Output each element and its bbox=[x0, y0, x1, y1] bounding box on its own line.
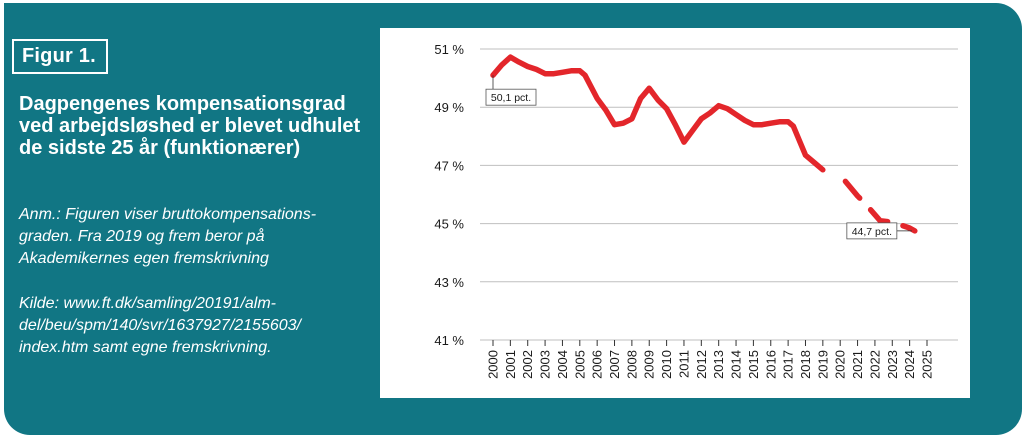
figure-badge: Figur 1. bbox=[12, 39, 108, 74]
x-tick-label: 2014 bbox=[729, 350, 744, 379]
y-tick-label: 41 % bbox=[434, 333, 464, 348]
historical-line bbox=[490, 54, 826, 173]
annotation-label: 50,1 pct. bbox=[491, 92, 531, 104]
x-tick-label: 2007 bbox=[607, 350, 622, 379]
x-tick-label: 2012 bbox=[694, 350, 709, 379]
x-tick-label: 2024 bbox=[902, 350, 917, 379]
x-tick-label: 2019 bbox=[815, 350, 830, 379]
x-tick-label: 2015 bbox=[746, 350, 761, 379]
x-tick-label: 2011 bbox=[676, 350, 691, 378]
x-tick-label: 2013 bbox=[711, 350, 726, 379]
chart-area: 41 % 43 % 45 % 47 % 49 % 51 % 2000 2001 2002 2003… bbox=[380, 28, 970, 398]
x-tick-label: 2018 bbox=[798, 350, 813, 379]
y-tick-label: 49 % bbox=[434, 100, 464, 115]
y-tick-label: 51 % bbox=[434, 42, 464, 57]
x-tick-label: 2010 bbox=[659, 350, 674, 379]
x-tick-label: 2022 bbox=[867, 350, 882, 379]
x-tick-label: 2000 bbox=[486, 350, 501, 379]
figure-note: Anm.: Figuren viser bruttokompensations-… bbox=[19, 206, 317, 267]
line-chart: 41 % 43 % 45 % 47 % 49 % 51 % 2000 2001 2002 2003… bbox=[434, 42, 958, 379]
x-tick-label: 2004 bbox=[555, 350, 570, 379]
x-tick-label: 2001 bbox=[503, 350, 518, 379]
x-tick-label: 2023 bbox=[885, 350, 900, 379]
x-tick-label: 2003 bbox=[538, 350, 553, 379]
x-tick-label: 2025 bbox=[920, 350, 935, 379]
projection-line bbox=[842, 178, 918, 234]
x-tick-label: 2017 bbox=[781, 350, 796, 379]
x-tick-label: 2016 bbox=[763, 350, 778, 379]
x-tick-label: 2008 bbox=[624, 350, 639, 379]
y-tick-label: 43 % bbox=[434, 275, 464, 290]
x-tick-label: 2020 bbox=[833, 350, 848, 379]
figure-source: Kilde: www.ft.dk/samling/20191/alm- del/… bbox=[19, 295, 301, 356]
x-tick-label: 2005 bbox=[572, 350, 587, 379]
annotation-box bbox=[846, 222, 898, 240]
x-tick-label: 2009 bbox=[642, 350, 657, 379]
x-tick-label: 2006 bbox=[590, 350, 605, 379]
y-tick-label: 45 % bbox=[434, 217, 464, 232]
figure-title: Dagpengenes kompensationsgrad ved arbejd… bbox=[19, 93, 361, 159]
x-tick-label: 2021 bbox=[850, 350, 865, 379]
annotation-box bbox=[485, 88, 537, 106]
x-tick-label: 2002 bbox=[520, 350, 535, 379]
y-tick-label: 47 % bbox=[434, 158, 464, 173]
annotation-label: 44,7 pct. bbox=[852, 226, 892, 238]
